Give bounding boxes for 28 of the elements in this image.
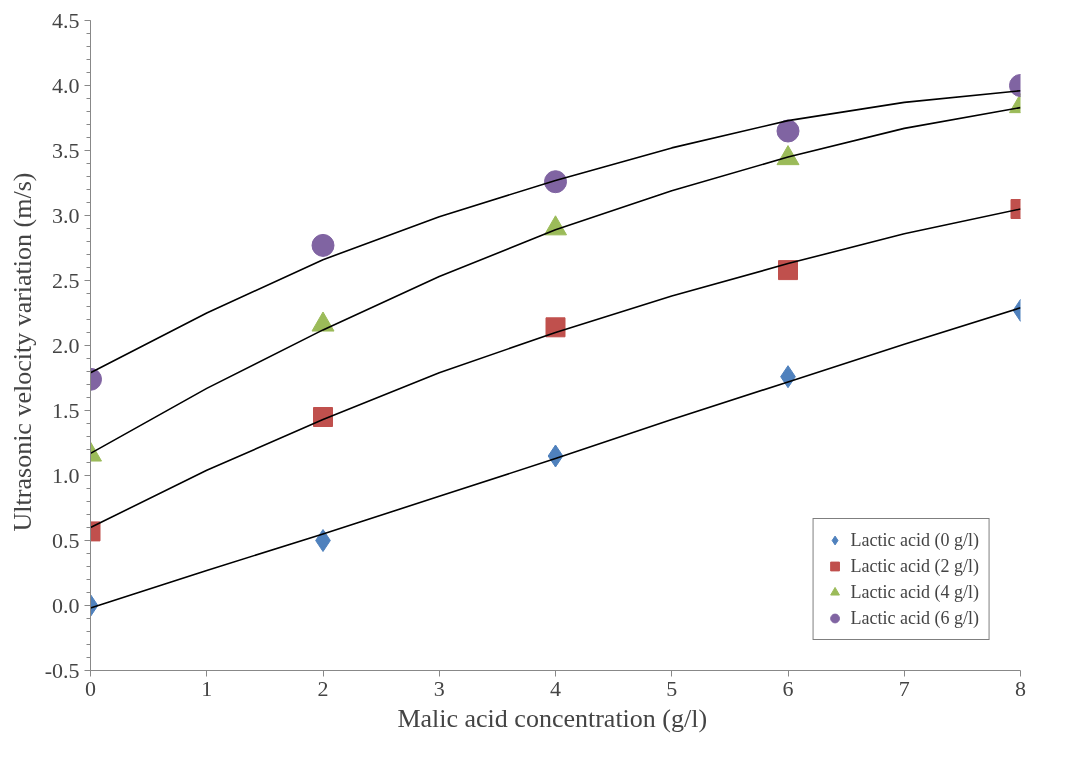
x-tick-label: 3: [433, 675, 445, 701]
y-tick-label: 2.5: [52, 267, 80, 293]
x-tick-label: 5: [666, 675, 678, 701]
y-tick-label: 0.0: [52, 592, 80, 618]
legend-label: Lactic acid (4 g/l): [850, 581, 979, 603]
y-tick-label: 3.0: [52, 202, 80, 228]
y-tick-label: 1.0: [52, 462, 80, 488]
x-tick-label: 2: [317, 675, 329, 701]
y-axis-title: Ultrasonic velocity variation (m/s): [7, 172, 37, 532]
point: [545, 317, 566, 338]
x-tick-label: 7: [898, 675, 910, 701]
x-tick-label: 0: [85, 675, 96, 701]
x-tick-label: 1: [201, 675, 213, 701]
y-tick-label: 4.0: [52, 72, 80, 98]
x-tick-label: 4: [550, 675, 561, 701]
y-tick-label: 4.5: [52, 7, 80, 33]
x-axis-title: Malic acid concentration (g/l): [397, 703, 708, 733]
y-tick-label: -0.5: [44, 657, 80, 683]
point: [544, 170, 567, 194]
x-tick-label: 6: [782, 675, 794, 701]
legend-label: Lactic acid (6 g/l): [850, 607, 979, 629]
y-tick-label: 3.5: [52, 137, 80, 163]
legend-label: Lactic acid (0 g/l): [850, 529, 979, 551]
y-tick-label: 1.5: [52, 397, 80, 423]
y-tick-label: 2.0: [52, 332, 80, 358]
legend-label: Lactic acid (2 g/l): [850, 555, 979, 577]
y-tick-label: 0.5: [52, 527, 80, 553]
x-tick-label: 8: [1015, 675, 1026, 701]
